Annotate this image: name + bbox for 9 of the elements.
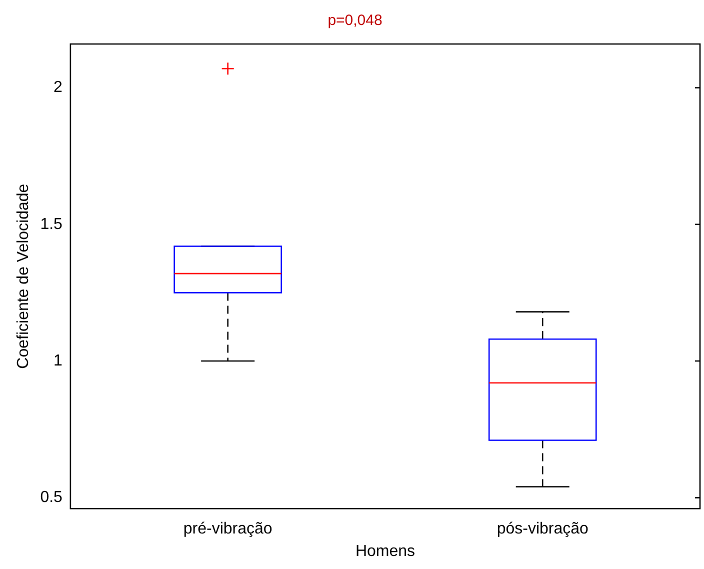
y-tick-label: 2 (54, 79, 63, 96)
y-tick-label: 1.5 (40, 216, 63, 233)
chart-title: p=0,048 (328, 12, 382, 30)
y-tick-label: 1 (54, 352, 63, 370)
x-tick-label: pós-vibração (496, 520, 589, 538)
y-axis-title: Coeficiente de Velocidade (15, 184, 32, 369)
x-axis-title: Homens (355, 542, 416, 560)
x-tick-label: pré-vibração (183, 520, 272, 538)
y-tick-label: 0.5 (40, 489, 63, 506)
